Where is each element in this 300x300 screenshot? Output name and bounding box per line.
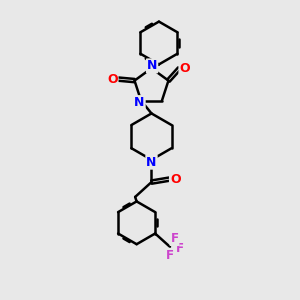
Text: F: F — [176, 242, 184, 255]
Text: N: N — [134, 96, 145, 109]
Text: N: N — [147, 59, 157, 72]
Text: O: O — [107, 73, 118, 85]
Text: F: F — [166, 249, 174, 262]
Text: N: N — [146, 156, 157, 169]
Text: O: O — [179, 62, 190, 75]
Text: F: F — [170, 232, 178, 245]
Text: O: O — [170, 172, 181, 186]
